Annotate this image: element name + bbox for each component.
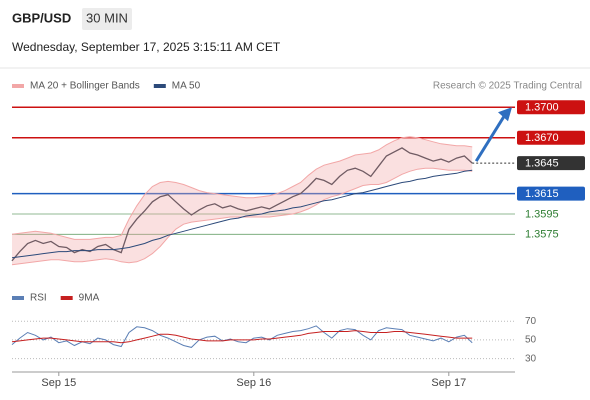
level-box <box>517 130 585 145</box>
legend-label: MA 50 <box>172 81 201 92</box>
legend-swatch <box>12 296 24 300</box>
series-line <box>11 147 473 262</box>
source: Research © 2025 Trading Central <box>433 81 582 92</box>
timeframe-box <box>82 8 132 30</box>
legend-label: RSI <box>30 293 47 304</box>
arrow-head <box>498 107 512 122</box>
series-line <box>11 325 473 348</box>
legend-swatch <box>12 84 24 88</box>
y-tick-label: 50 <box>525 335 537 346</box>
legend-swatch <box>153 84 166 88</box>
x-tick-label: Sep 17 <box>431 377 466 389</box>
series-line <box>11 169 473 259</box>
level-label: 1.3595 <box>525 208 559 220</box>
symbol: GBP/USD <box>12 10 71 25</box>
legend-label: 9MA <box>79 293 100 304</box>
legend-label: MA 20 + Bollinger Bands <box>30 81 140 92</box>
level-label: 1.3645 <box>525 158 559 170</box>
level-label: 1.3700 <box>525 102 559 114</box>
x-tick-label: Sep 15 <box>41 377 76 389</box>
y-tick-label: 70 <box>525 316 537 327</box>
level-box <box>517 100 585 115</box>
arrow-shaft <box>474 112 508 162</box>
level-label: 1.3670 <box>525 132 559 144</box>
level-box <box>517 156 585 171</box>
level-label: 1.3615 <box>525 188 559 200</box>
level-label: 1.3575 <box>525 229 559 241</box>
y-tick-label: 30 <box>525 353 537 364</box>
x-tick-label: Sep 16 <box>236 377 271 389</box>
band-fill <box>12 136 473 265</box>
level-box <box>517 186 585 201</box>
timeframe: 30 MIN <box>86 10 128 25</box>
band-upper <box>11 136 473 240</box>
series-line <box>11 330 473 344</box>
legend-swatch <box>60 296 73 300</box>
datetime: Wednesday, September 17, 2025 3:15:11 AM… <box>12 40 281 54</box>
